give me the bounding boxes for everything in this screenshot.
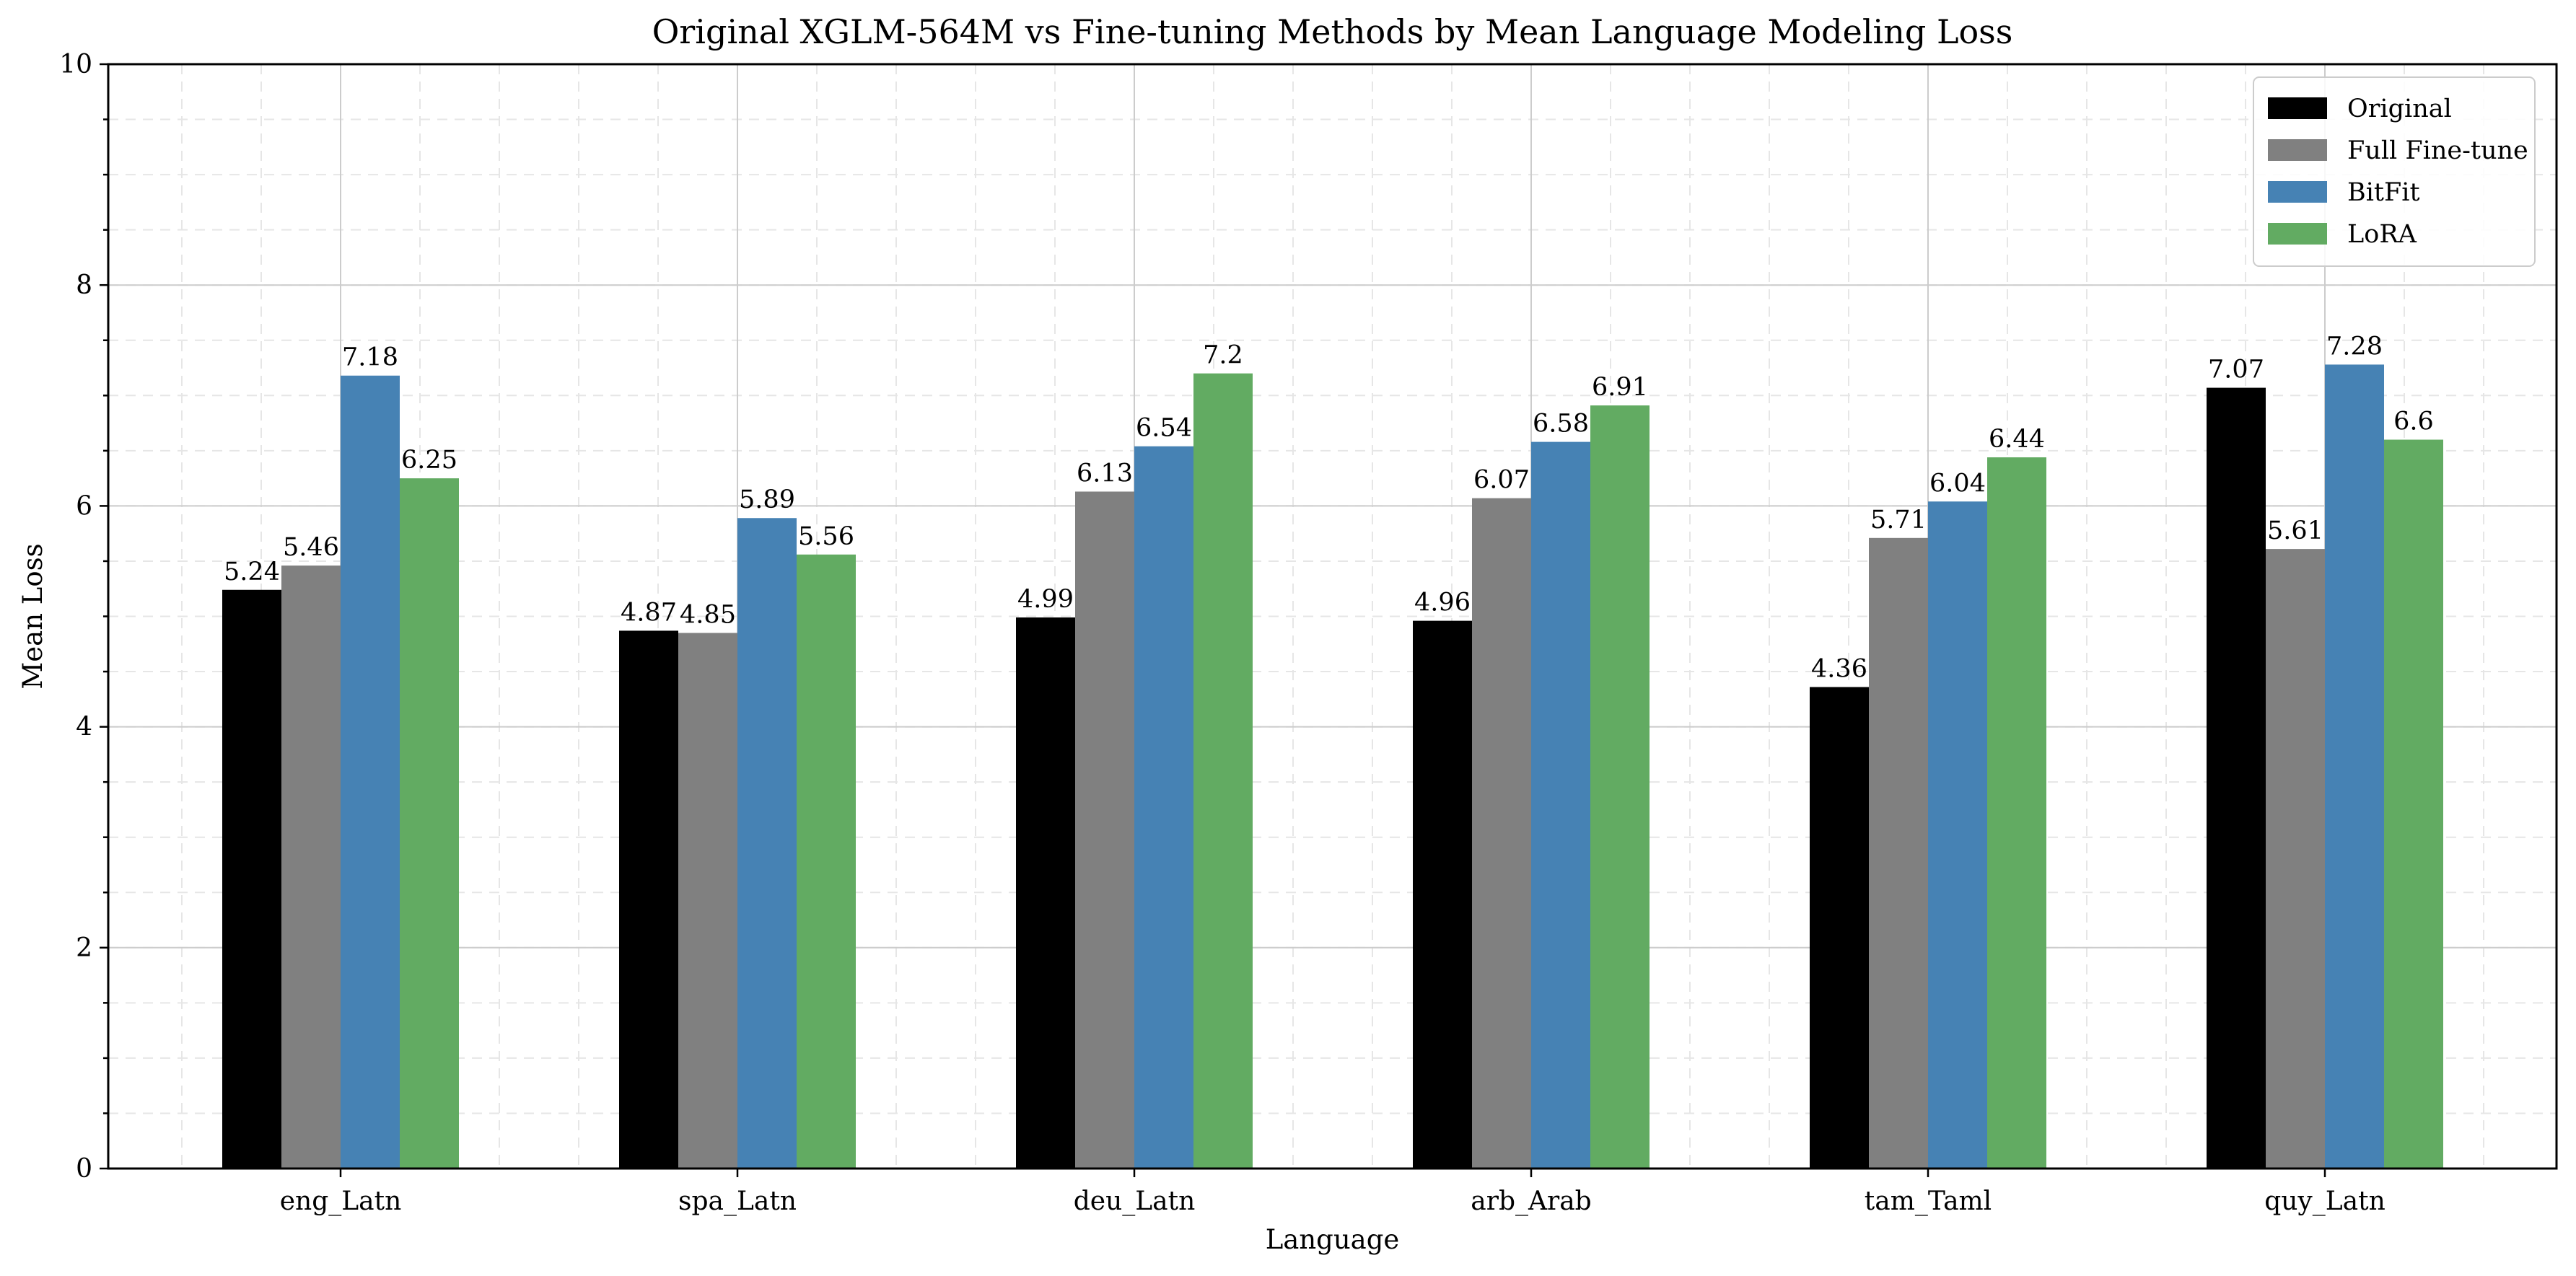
bar-original-quy_latn (2207, 387, 2266, 1169)
bar-full-fine-tune-arb_arab (1472, 498, 1531, 1169)
bar-value-label: 7.18 (342, 343, 398, 372)
legend-box (2253, 76, 2536, 267)
bar-original-tam_taml (1810, 687, 1869, 1169)
bar-lora-quy_latn (2384, 439, 2443, 1169)
y-tick-label: 0 (76, 1154, 92, 1184)
bar-bitfit-deu_latn (1134, 446, 1193, 1169)
labels: 5.24 4.87 4.99 4.96 4.36 7.07 5.46 4.85 6.13 6.07… (17, 12, 2434, 1255)
bar-value-label: 5.56 (798, 522, 854, 551)
bar-bitfit-tam_taml (1928, 501, 1987, 1169)
axes (100, 63, 2558, 1177)
bar-value-label: 6.91 (1592, 373, 1648, 402)
bar-lora-eng_latn (400, 478, 459, 1169)
bar-value-label: 6.54 (1136, 414, 1192, 443)
x-tick-label: spa_Latn (678, 1187, 797, 1216)
bar-value-label: 4.99 (1017, 585, 1074, 614)
bar-value-label: 6.44 (1989, 425, 2045, 454)
bar-value-label: 6.6 (2393, 408, 2434, 436)
bar-bitfit-spa_latn (737, 518, 797, 1169)
bar-value-label: 7.2 (1203, 341, 1243, 370)
y-tick-label: 10 (59, 50, 92, 79)
legend: Original Full Fine-tune BitFit LoRA (2253, 76, 2536, 267)
y-tick-label: 8 (76, 270, 92, 300)
x-axis-label: Language (1266, 1224, 1400, 1255)
bar-original-spa_latn (619, 630, 678, 1169)
bar-full-fine-tune-tam_taml (1869, 537, 1928, 1169)
bar-lora-deu_latn (1193, 373, 1253, 1169)
x-tick-label: quy_Latn (2264, 1187, 2386, 1216)
bar-value-label: 5.71 (1870, 506, 1927, 534)
bar-original-eng_latn (222, 589, 281, 1169)
y-axis-label: Mean Loss (17, 543, 48, 689)
bar-value-label: 6.07 (1473, 466, 1530, 495)
bar-value-label: 6.58 (1533, 410, 1589, 439)
bar-value-label: 5.61 (2267, 516, 2323, 545)
bar-bitfit-eng_latn (341, 375, 400, 1169)
legend-swatch (2268, 223, 2327, 245)
bar-value-label: 4.96 (1414, 589, 1471, 617)
bar-value-label: 5.24 (224, 558, 280, 586)
legend-label: LoRA (2347, 220, 2417, 249)
legend-swatch (2268, 97, 2327, 119)
bar-bitfit-quy_latn (2325, 364, 2384, 1169)
x-tick-label: tam_Taml (1865, 1187, 1992, 1216)
bar-value-label: 4.87 (621, 598, 677, 627)
x-tick-label: arb_Arab (1471, 1187, 1591, 1216)
bar-lora-arb_arab (1590, 405, 1650, 1169)
x-tick-label: eng_Latn (280, 1187, 402, 1216)
bar-lora-tam_taml (1987, 457, 2046, 1169)
y-tick-label: 2 (76, 933, 92, 963)
bar-full-fine-tune-spa_latn (678, 633, 737, 1169)
bar-full-fine-tune-eng_latn (281, 566, 341, 1169)
bar-original-deu_latn (1016, 617, 1075, 1169)
bar-lora-spa_latn (797, 554, 856, 1169)
bar-bitfit-arb_arab (1531, 441, 1590, 1169)
bar-value-label: 7.28 (2326, 332, 2383, 361)
legend-label: Full Fine-tune (2347, 136, 2528, 165)
bar-value-label: 4.85 (680, 600, 736, 629)
bar-value-label: 4.36 (1811, 654, 1867, 683)
bar-value-label: 5.89 (739, 485, 795, 514)
legend-swatch (2268, 181, 2327, 203)
bar-original-arb_arab (1413, 620, 1472, 1169)
legend-label: BitFit (2347, 178, 2420, 207)
legend-label: Original (2347, 94, 2452, 123)
y-tick-label: 4 (76, 713, 92, 742)
legend-swatch (2268, 139, 2327, 161)
bar-full-fine-tune-deu_latn (1075, 491, 1134, 1169)
bar-full-fine-tune-quy_latn (2266, 549, 2325, 1169)
bar-value-label: 5.46 (283, 533, 339, 562)
bars (222, 364, 2443, 1169)
bar-value-label: 7.07 (2208, 356, 2264, 384)
chart-title: Original XGLM-564M vs Fine-tuning Method… (652, 12, 2013, 51)
x-tick-label: deu_Latn (1074, 1187, 1196, 1216)
bar-value-label: 6.04 (1929, 469, 1986, 498)
y-tick-label: 6 (76, 491, 92, 521)
bar-value-label: 6.13 (1077, 459, 1133, 488)
bar-value-label: 6.25 (401, 446, 457, 475)
